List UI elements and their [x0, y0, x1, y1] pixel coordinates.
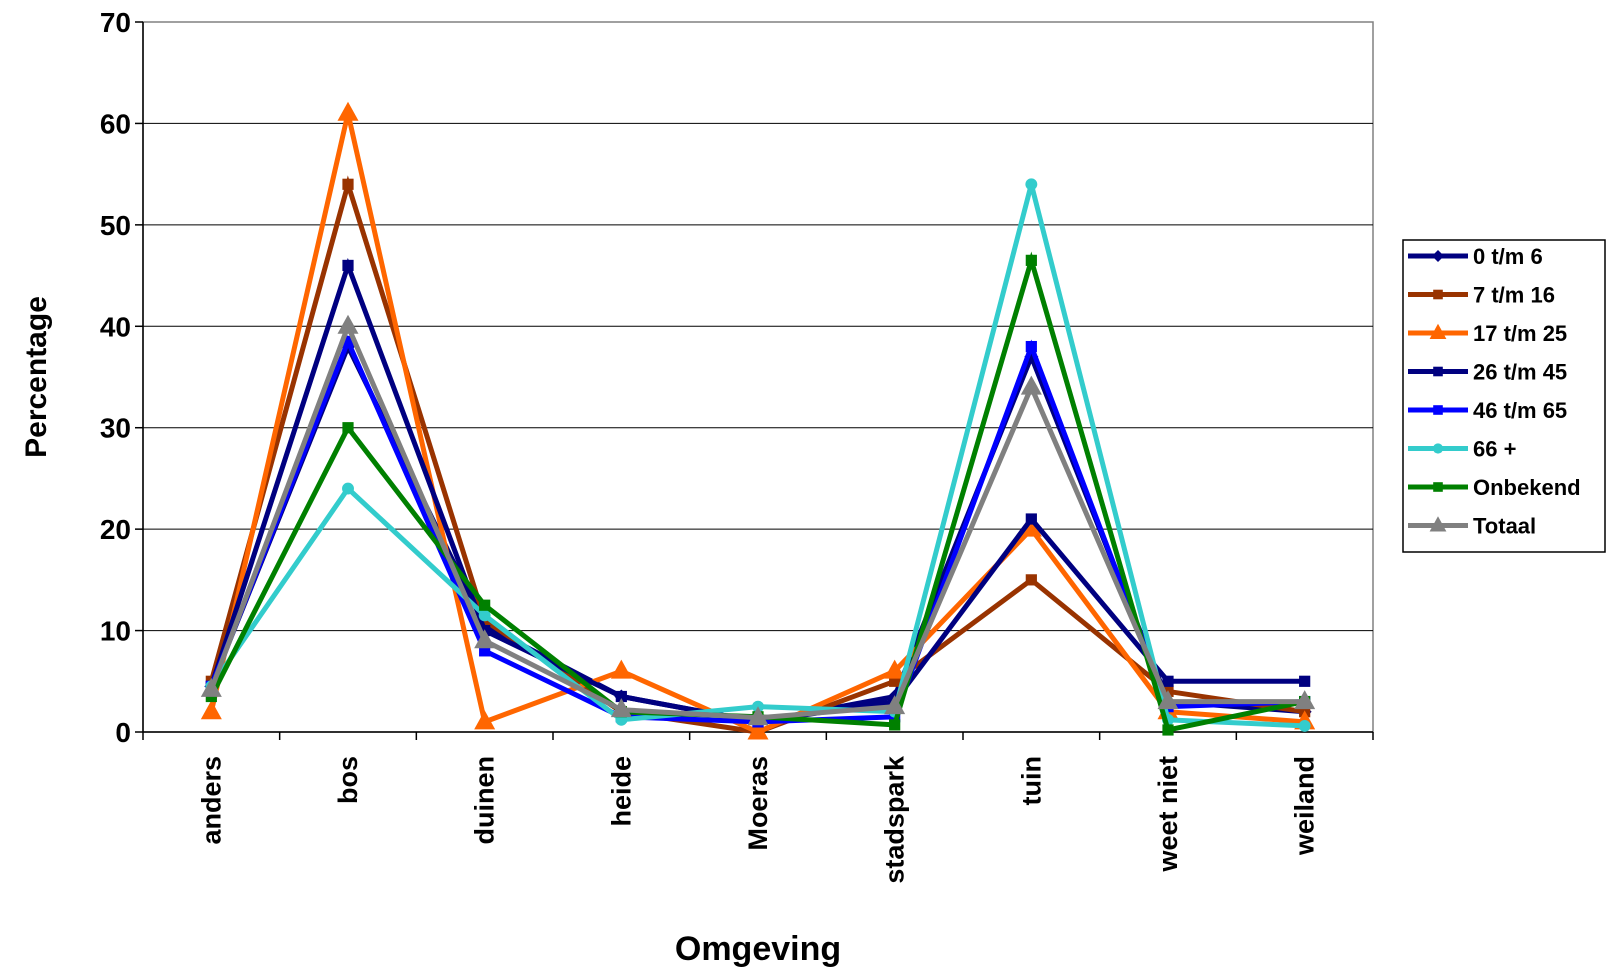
x-tick-label: weiland	[1290, 756, 1320, 856]
x-axis-title: Omgeving	[675, 930, 841, 968]
series-group	[200, 101, 1316, 740]
x-tick-label: heide	[606, 756, 636, 827]
y-tick-label: 30	[100, 413, 131, 444]
legend-marker	[1433, 482, 1443, 492]
y-tick-label: 20	[100, 514, 131, 545]
y-tick-label: 70	[100, 7, 131, 38]
data-point	[200, 700, 222, 720]
legend-label: 7 t/m 16	[1473, 283, 1555, 308]
x-axis-ticks: anders bos duinen heide Moeras stadspark tuin w…	[142, 732, 1374, 884]
legend-item: 0 t/m 6	[1408, 244, 1543, 269]
legend: 0 t/m 6 7 t/m 16 17 t/m 25 26 t/m 45 46 t/m …	[1402, 239, 1606, 553]
data-point	[342, 335, 354, 348]
data-point	[342, 178, 354, 190]
legend-item: 46 t/m 65	[1408, 398, 1567, 423]
legend-label: Onbekend	[1473, 475, 1581, 500]
data-point	[342, 422, 354, 434]
y-axis-ticks: 0 10 20 30 40 50 60 70	[100, 7, 1373, 748]
x-tick-label: weet niet	[1153, 756, 1183, 873]
data-point	[1298, 719, 1311, 732]
data-point	[884, 695, 906, 715]
legend-label: 0 t/m 6	[1473, 244, 1543, 269]
data-point	[1025, 340, 1037, 353]
data-point	[1025, 574, 1037, 586]
legend-item: 66 +	[1408, 437, 1516, 462]
legend-marker	[1429, 323, 1447, 339]
series-7	[200, 314, 1316, 726]
data-point	[337, 101, 359, 121]
legend-label: 66 +	[1473, 437, 1516, 462]
data-point	[1025, 178, 1038, 191]
legend-marker	[1429, 516, 1447, 532]
legend-item: 26 t/m 45	[1408, 360, 1567, 385]
data-point	[747, 706, 769, 726]
data-point	[478, 609, 491, 622]
legend-label: 46 t/m 65	[1473, 398, 1567, 423]
legend-label: 17 t/m 25	[1473, 321, 1567, 346]
data-point	[479, 645, 491, 657]
legend-marker	[1433, 289, 1443, 300]
y-tick-label: 60	[100, 108, 131, 139]
x-tick-label: stadspark	[880, 755, 910, 884]
data-point	[889, 719, 901, 731]
data-point	[1020, 517, 1042, 537]
data-point	[1025, 254, 1037, 266]
data-point	[474, 710, 496, 730]
data-point	[342, 259, 354, 272]
data-point	[889, 675, 901, 687]
legend-marker	[1433, 405, 1443, 415]
legend-marker	[1432, 250, 1444, 262]
data-point	[200, 677, 222, 697]
y-tick-label: 10	[100, 616, 131, 647]
data-point	[1157, 690, 1179, 710]
x-tick-label: Moeras	[743, 756, 773, 851]
x-tick-label: anders	[196, 756, 226, 845]
legend-item: 17 t/m 25	[1408, 321, 1567, 346]
data-point	[1162, 724, 1174, 736]
legend-item: Totaal	[1408, 514, 1536, 539]
legend-label: Totaal	[1473, 514, 1536, 539]
data-point	[474, 629, 496, 649]
y-tick-label: 0	[115, 717, 131, 748]
data-point	[610, 659, 632, 679]
x-tick-label: bos	[333, 756, 363, 804]
legend-marker	[1432, 443, 1444, 454]
data-point	[610, 698, 632, 718]
data-point	[479, 599, 491, 611]
legend-item: 7 t/m 16	[1408, 283, 1555, 308]
legend-item: Onbekend	[1408, 475, 1581, 500]
data-point	[1025, 513, 1037, 525]
data-point	[1020, 375, 1042, 395]
data-point	[884, 659, 906, 679]
y-axis-title: Percentage	[20, 296, 53, 458]
legend-label: 26 t/m 45	[1473, 360, 1567, 385]
data-point	[342, 482, 354, 495]
plot-area	[142, 21, 1374, 733]
x-tick-label: duinen	[470, 756, 500, 845]
legend-marker	[1433, 366, 1443, 377]
y-tick-label: 50	[100, 210, 131, 241]
data-point	[615, 690, 627, 703]
x-tick-label: tuin	[1016, 756, 1046, 805]
data-point	[1294, 690, 1316, 710]
y-tick-label: 40	[100, 311, 131, 342]
data-point	[1299, 675, 1311, 687]
data-point	[1162, 675, 1174, 687]
data-point	[337, 314, 359, 334]
data-point	[747, 720, 769, 740]
